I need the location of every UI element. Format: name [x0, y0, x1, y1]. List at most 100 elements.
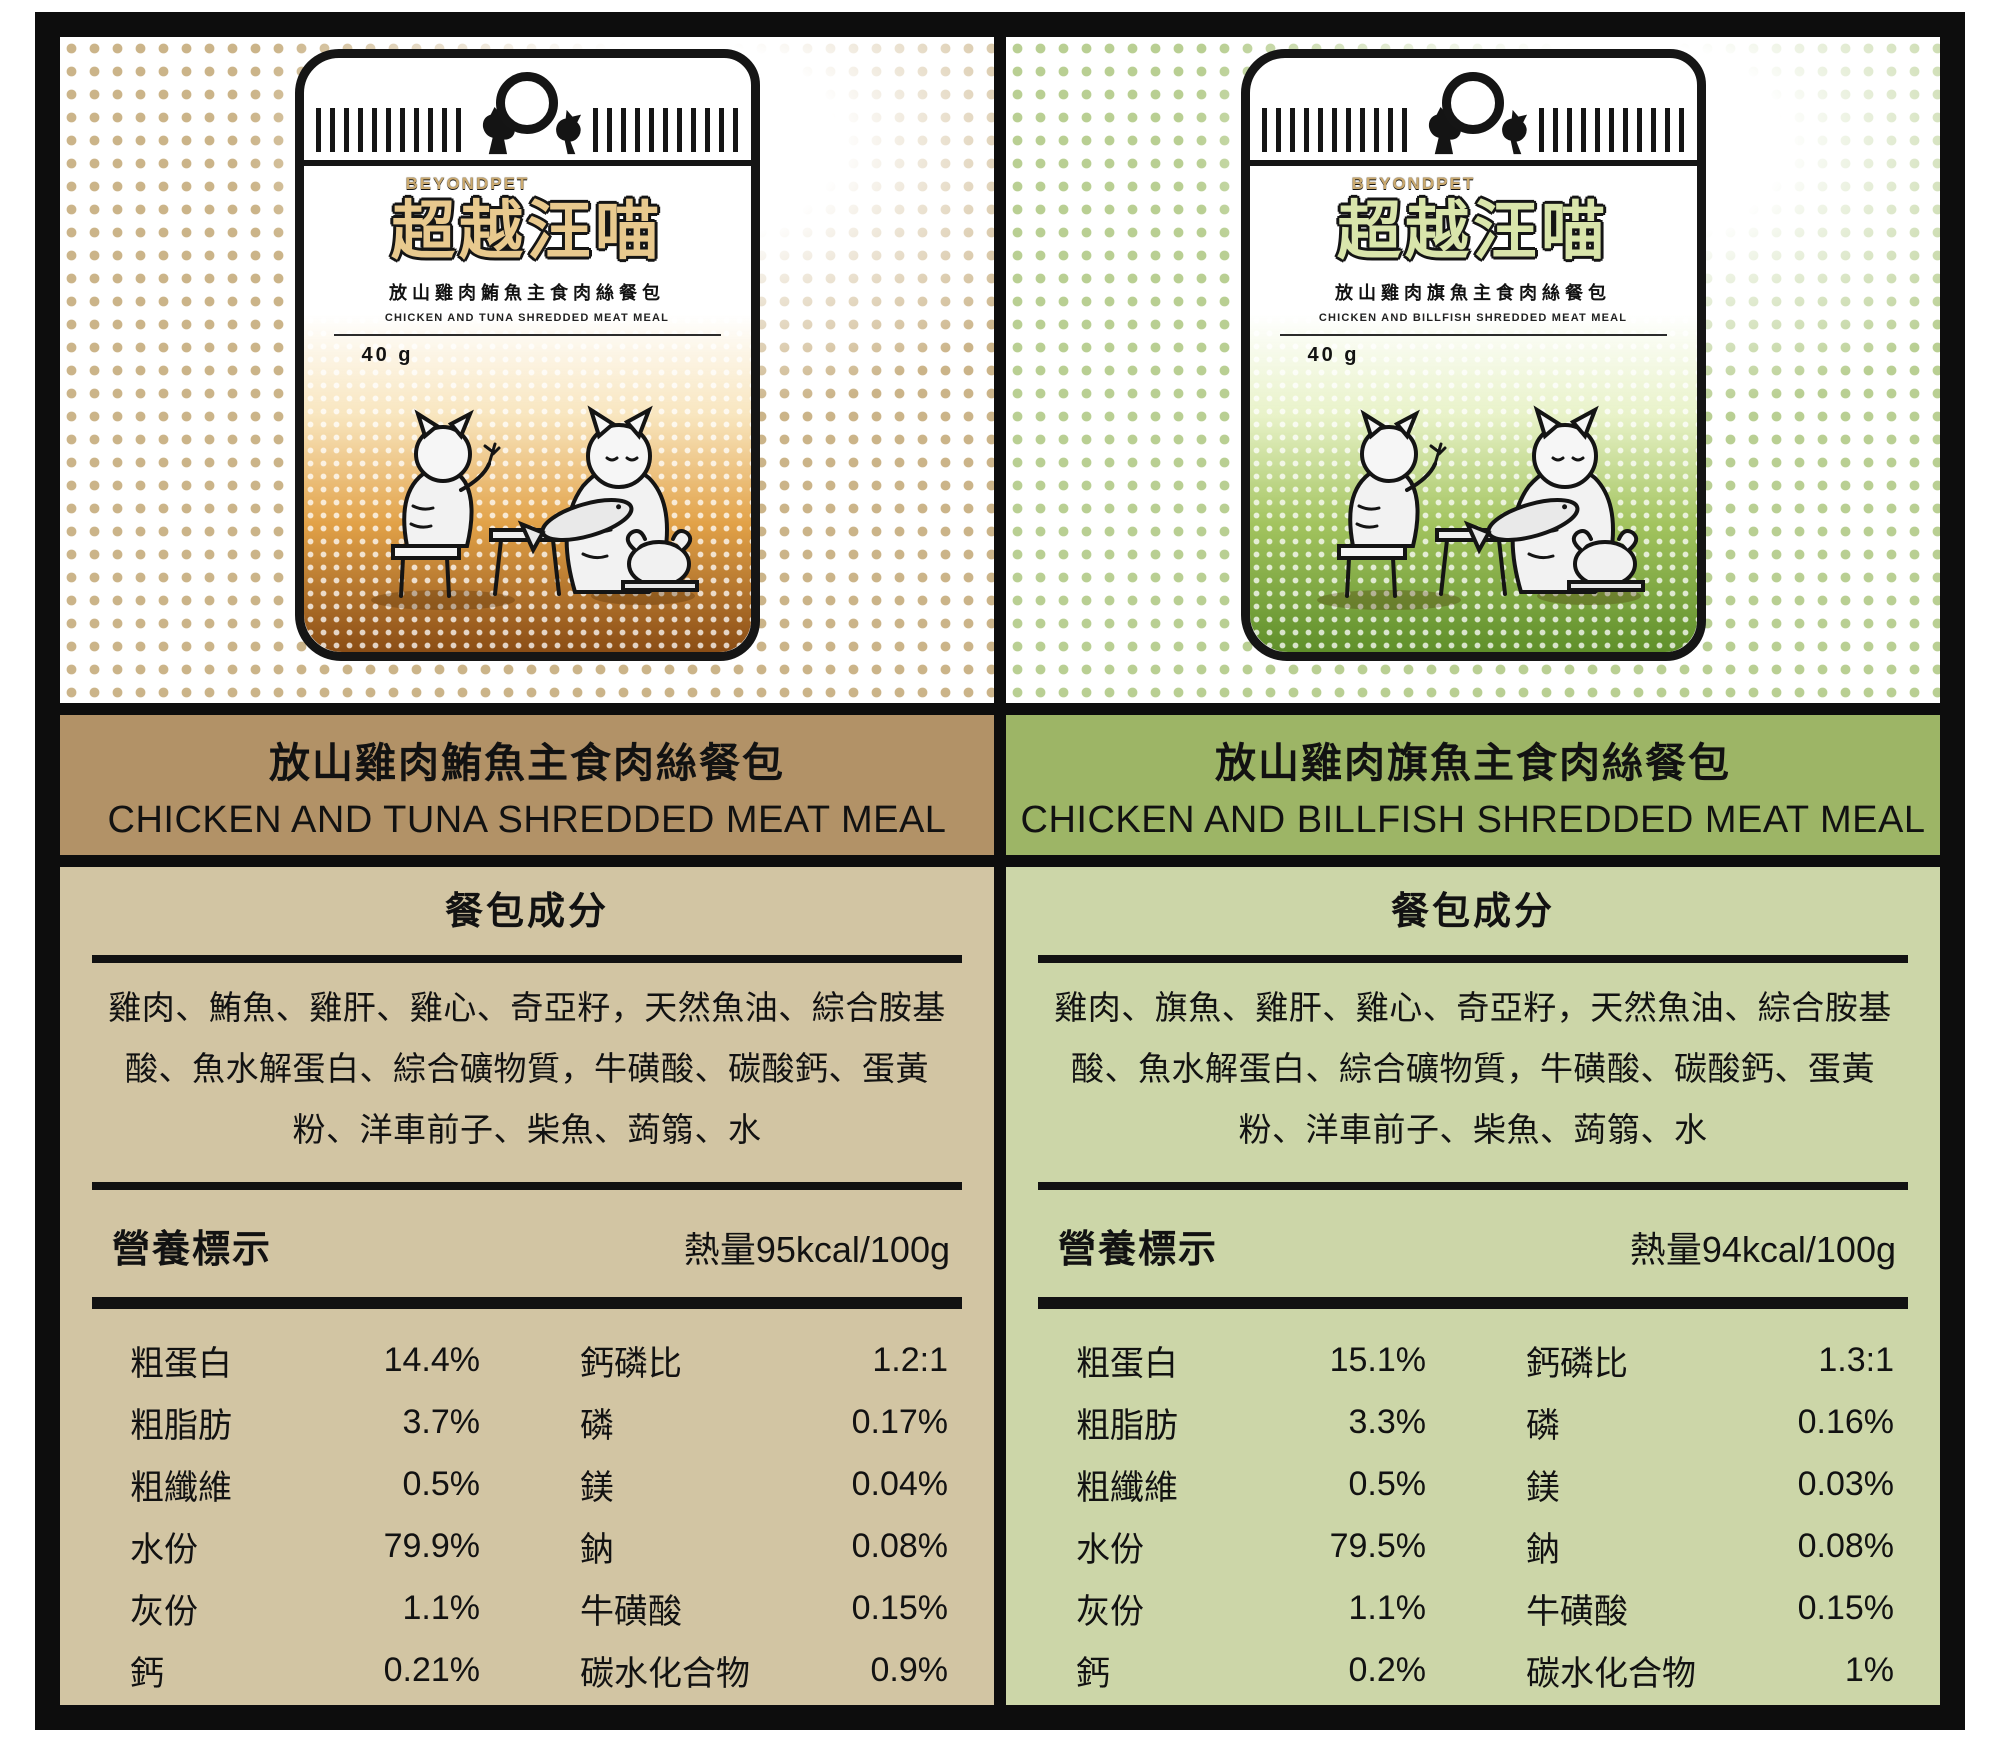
- panel-chicken-tuna: BEYONDPET 超越汪喵 放山雞肉鮪魚主食肉絲餐包 CHICKEN AND …: [60, 37, 994, 1705]
- divider-rule-thick: [92, 1297, 962, 1309]
- nutrient-value: 1.1%: [1348, 1588, 1427, 1627]
- title-banner: 放山雞肉鮪魚主食肉絲餐包 CHICKEN AND TUNA SHREDDED M…: [60, 715, 994, 855]
- nutrition-table: 粗蛋白 15.1% 鈣磷比 1.3:1 粗脂肪 3.3% 磷 0.16% 粗纖維…: [1006, 1329, 1940, 1701]
- nutrient-label: 粗蛋白: [130, 1344, 232, 1383]
- table-row: 鈣 0.21% 碳水化合物 0.9%: [130, 1639, 948, 1701]
- title-banner: 放山雞肉旗魚主食肉絲餐包 CHICKEN AND BILLFISH SHREDD…: [1006, 715, 1940, 855]
- details-panel: 餐包成分 雞肉、旗魚、雞肝、雞心、奇亞籽，天然魚油、綜合胺基酸、魚水解蛋白、綜合…: [1006, 867, 1940, 1705]
- nutrient-label: 鈉: [1526, 1530, 1560, 1569]
- pouch-weight: 40 g: [361, 344, 414, 367]
- energy-value: 熱量94kcal/100g: [1629, 1229, 1896, 1270]
- divider-rule: [1038, 955, 1908, 963]
- nutrient-label: 磷: [1526, 1406, 1560, 1445]
- brand-logo: BEYONDPET: [405, 174, 530, 193]
- cats-dining-illustration: [369, 408, 699, 612]
- nutrient-label: 碳水化合物: [1526, 1654, 1696, 1693]
- ingredients-heading: 餐包成分: [1390, 891, 1555, 933]
- nutrition-heading: 營養標示: [112, 1229, 273, 1271]
- pouch-divider: [333, 334, 721, 337]
- nutrient-label: 粗纖維: [130, 1468, 232, 1507]
- product-logo: 超越汪喵: [1337, 195, 1609, 267]
- panel-chicken-billfish: BEYONDPET 超越汪喵 放山雞肉旗魚主食肉絲餐包 CHICKEN AND …: [1006, 37, 1940, 1705]
- nutrient-label: 磷: [580, 1406, 614, 1445]
- hero-halftone-area: BEYONDPET 超越汪喵 放山雞肉旗魚主食肉絲餐包 CHICKEN AND …: [1006, 37, 1940, 703]
- hero-halftone-area: BEYONDPET 超越汪喵 放山雞肉鮪魚主食肉絲餐包 CHICKEN AND …: [60, 37, 994, 703]
- nutrient-value: 79.9%: [383, 1526, 480, 1565]
- ingredients-heading: 餐包成分: [444, 891, 609, 933]
- energy-value: 熱量95kcal/100g: [683, 1229, 950, 1270]
- nutrient-label: 粗脂肪: [1076, 1406, 1178, 1445]
- nutrient-value: 0.5%: [402, 1464, 481, 1503]
- nutrient-value: 0.08%: [851, 1526, 948, 1565]
- nutrient-value: 0.16%: [1797, 1402, 1894, 1441]
- nutrient-value: 0.2%: [1348, 1650, 1427, 1689]
- nutrient-label: 鈣磷比: [580, 1344, 682, 1383]
- nutrient-value: 15.1%: [1329, 1340, 1426, 1379]
- nutrient-value: 79.5%: [1329, 1526, 1426, 1565]
- table-row: 灰份 1.1% 牛磺酸 0.15%: [130, 1577, 948, 1639]
- nutrient-value: 3.7%: [402, 1402, 481, 1441]
- hang-hole: [1442, 72, 1504, 134]
- banner-title-en: CHICKEN AND BILLFISH SHREDDED MEAT MEAL: [1020, 798, 1926, 841]
- pouch-label: BEYONDPET 超越汪喵 放山雞肉旗魚主食肉絲餐包 CHICKEN AND …: [1250, 174, 1697, 367]
- nutrient-value: 14.4%: [383, 1340, 480, 1379]
- ingredients-text: 雞肉、旗魚、雞肝、雞心、奇亞籽，天然魚油、綜合胺基酸、魚水解蛋白、綜合礦物質，牛…: [1054, 989, 1892, 1148]
- table-row: 粗纖維 0.5% 鎂 0.04%: [130, 1453, 948, 1515]
- nutrient-label: 牛磺酸: [580, 1592, 682, 1631]
- table-row: 水份 79.5% 鈉 0.08%: [1076, 1515, 1894, 1577]
- pouch-divider: [1279, 334, 1667, 337]
- divider-rule-thick: [1038, 1297, 1908, 1309]
- nutrient-value: 0.03%: [1797, 1464, 1894, 1503]
- seal-hatch-right: [1538, 108, 1685, 152]
- nutrient-label: 水份: [130, 1530, 198, 1569]
- seal-hatch-left: [315, 108, 462, 152]
- table-row: 粗纖維 0.5% 鎂 0.03%: [1076, 1453, 1894, 1515]
- pouch-weight: 40 g: [1307, 344, 1360, 367]
- banner-title-zh: 放山雞肉旗魚主食肉絲餐包: [1215, 739, 1731, 786]
- pouch-label: BEYONDPET 超越汪喵 放山雞肉鮪魚主食肉絲餐包 CHICKEN AND …: [304, 174, 751, 367]
- nutrient-value: 1%: [1844, 1650, 1894, 1689]
- nutrient-label: 鎂: [1526, 1468, 1560, 1507]
- nutrition-heading: 營養標示: [1058, 1229, 1219, 1271]
- nutrition-header: 營養標示 熱量94kcal/100g: [1006, 1190, 1940, 1273]
- table-row: 粗蛋白 15.1% 鈣磷比 1.3:1: [1076, 1329, 1894, 1391]
- seal-hatch-right: [592, 108, 739, 152]
- table-row: 粗脂肪 3.7% 磷 0.17%: [130, 1391, 948, 1453]
- nutrient-label: 灰份: [130, 1592, 198, 1631]
- pouch-seal-strip: [303, 58, 751, 166]
- ingredients-text: 雞肉、鮪魚、雞肝、雞心、奇亞籽，天然魚油、綜合胺基酸、魚水解蛋白、綜合礦物質，牛…: [108, 989, 946, 1148]
- nutrient-value: 0.15%: [851, 1588, 948, 1627]
- nutrient-value: 0.15%: [1797, 1588, 1894, 1627]
- table-row: 水份 79.9% 鈉 0.08%: [130, 1515, 948, 1577]
- nutrition-header: 營養標示 熱量95kcal/100g: [60, 1190, 994, 1273]
- banner-title-zh: 放山雞肉鮪魚主食肉絲餐包: [269, 739, 785, 786]
- pouch-product-name-zh: 放山雞肉旗魚主食肉絲餐包: [1335, 283, 1611, 304]
- nutrient-label: 鎂: [580, 1468, 614, 1507]
- nutrient-value: 1.3:1: [1818, 1340, 1894, 1379]
- table-row: 粗蛋白 14.4% 鈣磷比 1.2:1: [130, 1329, 948, 1391]
- nutrient-label: 鈣磷比: [1526, 1344, 1628, 1383]
- nutrient-value: 0.9%: [870, 1650, 949, 1689]
- seal-hatch-left: [1261, 108, 1408, 152]
- divider-rule: [92, 1182, 962, 1190]
- nutrient-value: 0.17%: [851, 1402, 948, 1441]
- cats-dining-illustration: [1315, 408, 1645, 612]
- nutrient-label: 粗脂肪: [130, 1406, 232, 1445]
- nutrient-label: 灰份: [1076, 1592, 1144, 1631]
- nutrient-value: 0.21%: [383, 1650, 480, 1689]
- product-pouch: BEYONDPET 超越汪喵 放山雞肉鮪魚主食肉絲餐包 CHICKEN AND …: [294, 49, 760, 661]
- nutrient-label: 鈣: [1076, 1654, 1110, 1693]
- nutrient-value: 0.5%: [1348, 1464, 1427, 1503]
- nutrient-label: 粗纖維: [1076, 1468, 1178, 1507]
- pouch-product-name-en: CHICKEN AND TUNA SHREDDED MEAT MEAL: [384, 312, 670, 325]
- nutrient-label: 鈣: [130, 1654, 164, 1693]
- product-logo: 超越汪喵: [391, 195, 663, 267]
- nutrient-value: 0.04%: [851, 1464, 948, 1503]
- nutrient-label: 鈉: [580, 1530, 614, 1569]
- banner-title-en: CHICKEN AND TUNA SHREDDED MEAT MEAL: [107, 798, 947, 841]
- pouch-seal-strip: [1249, 58, 1697, 166]
- nutrient-label: 牛磺酸: [1526, 1592, 1628, 1631]
- nutrient-value: 1.2:1: [872, 1340, 948, 1379]
- product-pouch: BEYONDPET 超越汪喵 放山雞肉旗魚主食肉絲餐包 CHICKEN AND …: [1240, 49, 1706, 661]
- divider-rule: [92, 955, 962, 963]
